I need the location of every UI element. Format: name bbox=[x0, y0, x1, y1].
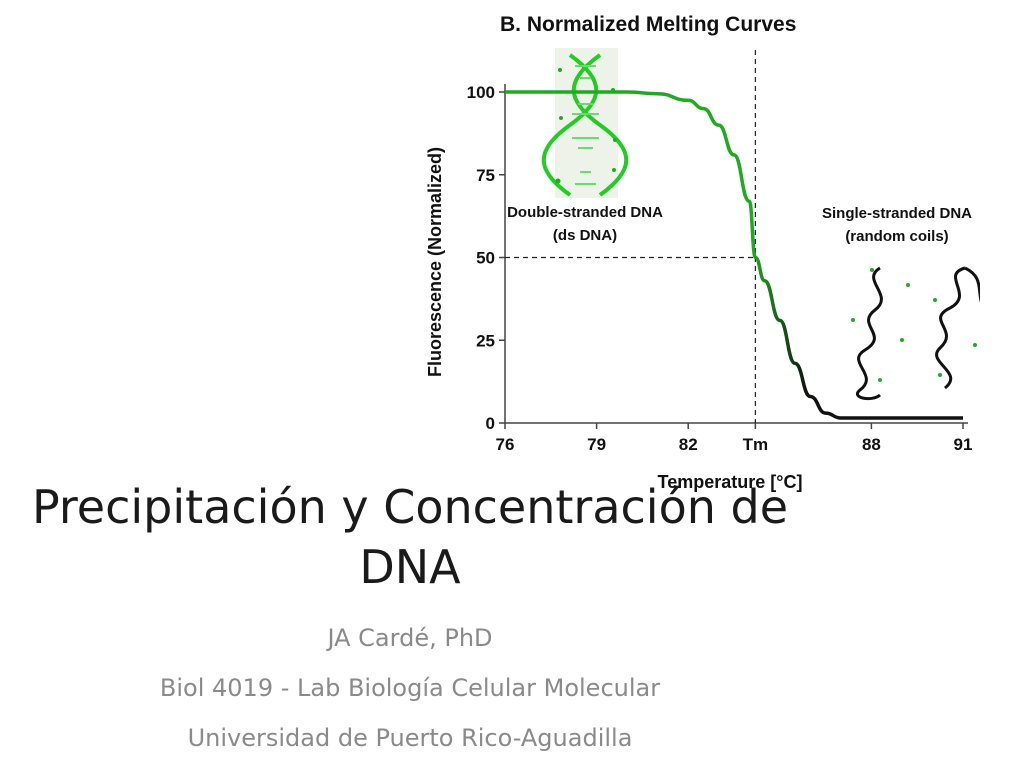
y-tick-label: 0 bbox=[486, 414, 495, 433]
y-tick-label: 75 bbox=[476, 166, 495, 185]
y-tick-label: 25 bbox=[476, 331, 495, 350]
x-tick-label: 91 bbox=[954, 435, 973, 454]
x-tick-label: 88 bbox=[862, 435, 881, 454]
subtitle-institution: Universidad de Puerto Rico-Aguadilla bbox=[187, 724, 633, 752]
chart-title: B. Normalized Melting Curves bbox=[500, 13, 796, 36]
random-coils-dots bbox=[851, 268, 977, 382]
melting-curve-chart: B. Normalized Melting Curves bbox=[425, 13, 980, 492]
plot-area: 0 25 50 75 100 76 79 82 Tm 88 91 Temperature [°C] Fl… bbox=[425, 50, 972, 492]
y-axis-title: Fluorescence (Normalized) bbox=[425, 147, 445, 377]
y-tick-label: 50 bbox=[476, 249, 495, 268]
x-axis-title: Temperature [°C] bbox=[658, 472, 803, 492]
x-tick-label: Tm bbox=[743, 435, 769, 454]
slide-title: Precipitación y Concentración de DNA bbox=[31, 480, 789, 594]
x-tick-label: 76 bbox=[496, 435, 515, 454]
y-tick-label: 100 bbox=[467, 83, 495, 102]
chart-annotations: Double-stranded DNA (ds DNA) Single-strand… bbox=[507, 204, 972, 245]
subtitle-author: JA Cardé, PhD bbox=[327, 624, 493, 652]
subtitle-course: Biol 4019 - Lab Biología Celular Molecul… bbox=[159, 674, 661, 702]
series-line-0 bbox=[505, 90, 963, 420]
annotation-ss-3: (random coils) bbox=[845, 228, 948, 245]
annotation-ds-0: Double-stranded DNA bbox=[507, 204, 663, 221]
random-coils-illustration bbox=[856, 266, 980, 401]
x-tick-label: 79 bbox=[587, 435, 606, 454]
x-tick-label: 82 bbox=[679, 435, 698, 454]
double-helix-illustration bbox=[541, 48, 629, 198]
annotation-ds-1: (ds DNA) bbox=[553, 227, 617, 244]
annotation-ss-2: Single-stranded DNA bbox=[822, 205, 972, 222]
